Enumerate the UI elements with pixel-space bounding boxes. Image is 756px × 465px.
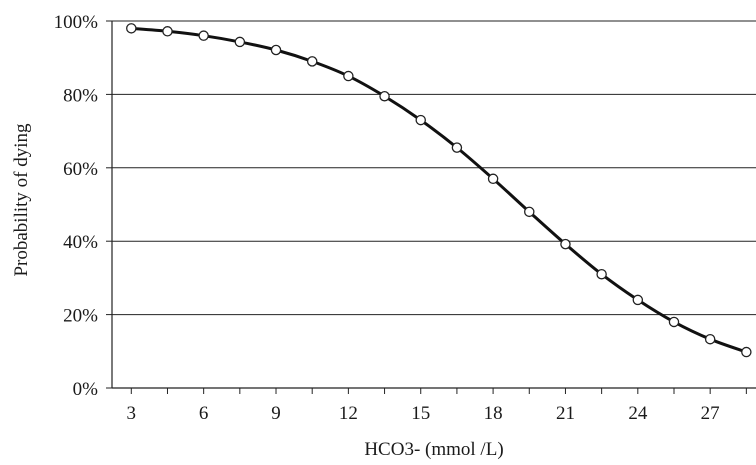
data-point xyxy=(560,238,571,250)
series xyxy=(131,26,747,354)
series-line-0 xyxy=(131,26,747,354)
data-point xyxy=(306,56,318,67)
data-point xyxy=(270,44,282,56)
data-point xyxy=(198,30,209,41)
data-point xyxy=(162,26,173,37)
data-point xyxy=(343,70,354,82)
axes xyxy=(106,20,756,394)
y-tick-label: 0% xyxy=(73,379,99,400)
tick-labels: 0% 20% 40% 60% 80% 100% 3 6 9 12 15 18 21 24 27 xyxy=(54,12,720,424)
x-tick-label: 27 xyxy=(701,403,720,424)
data-point xyxy=(487,173,499,185)
x-tick-label: 18 xyxy=(484,403,503,424)
data-point xyxy=(632,294,644,306)
data-point xyxy=(741,346,752,358)
y-tick-label: 100% xyxy=(54,12,99,33)
grid-lines xyxy=(112,20,756,316)
x-tick-label: 24 xyxy=(628,403,648,424)
x-axis-title: HCO3- (mmol /L) xyxy=(364,439,503,460)
x-tick-label: 6 xyxy=(199,403,209,424)
x-tick-label: 15 xyxy=(411,403,430,424)
data-point xyxy=(126,23,137,34)
data-point xyxy=(451,142,463,153)
data-point xyxy=(415,114,426,126)
data-point xyxy=(668,316,680,328)
y-tick-label: 80% xyxy=(63,85,98,106)
data-point xyxy=(379,90,390,102)
data-point xyxy=(704,333,716,345)
x-tick-label: 3 xyxy=(127,403,137,424)
data-point xyxy=(524,206,535,218)
x-tick-label: 21 xyxy=(556,403,575,424)
data-point xyxy=(234,36,246,48)
data-points xyxy=(126,23,752,358)
y-tick-label: 40% xyxy=(63,232,98,253)
y-tick-label: 60% xyxy=(63,159,98,180)
x-tick-label: 12 xyxy=(339,403,358,424)
y-tick-label: 20% xyxy=(63,306,98,327)
y-axis-title: Probability of dying xyxy=(11,123,32,277)
x-tick-label: 9 xyxy=(271,403,281,424)
data-point xyxy=(596,268,607,280)
